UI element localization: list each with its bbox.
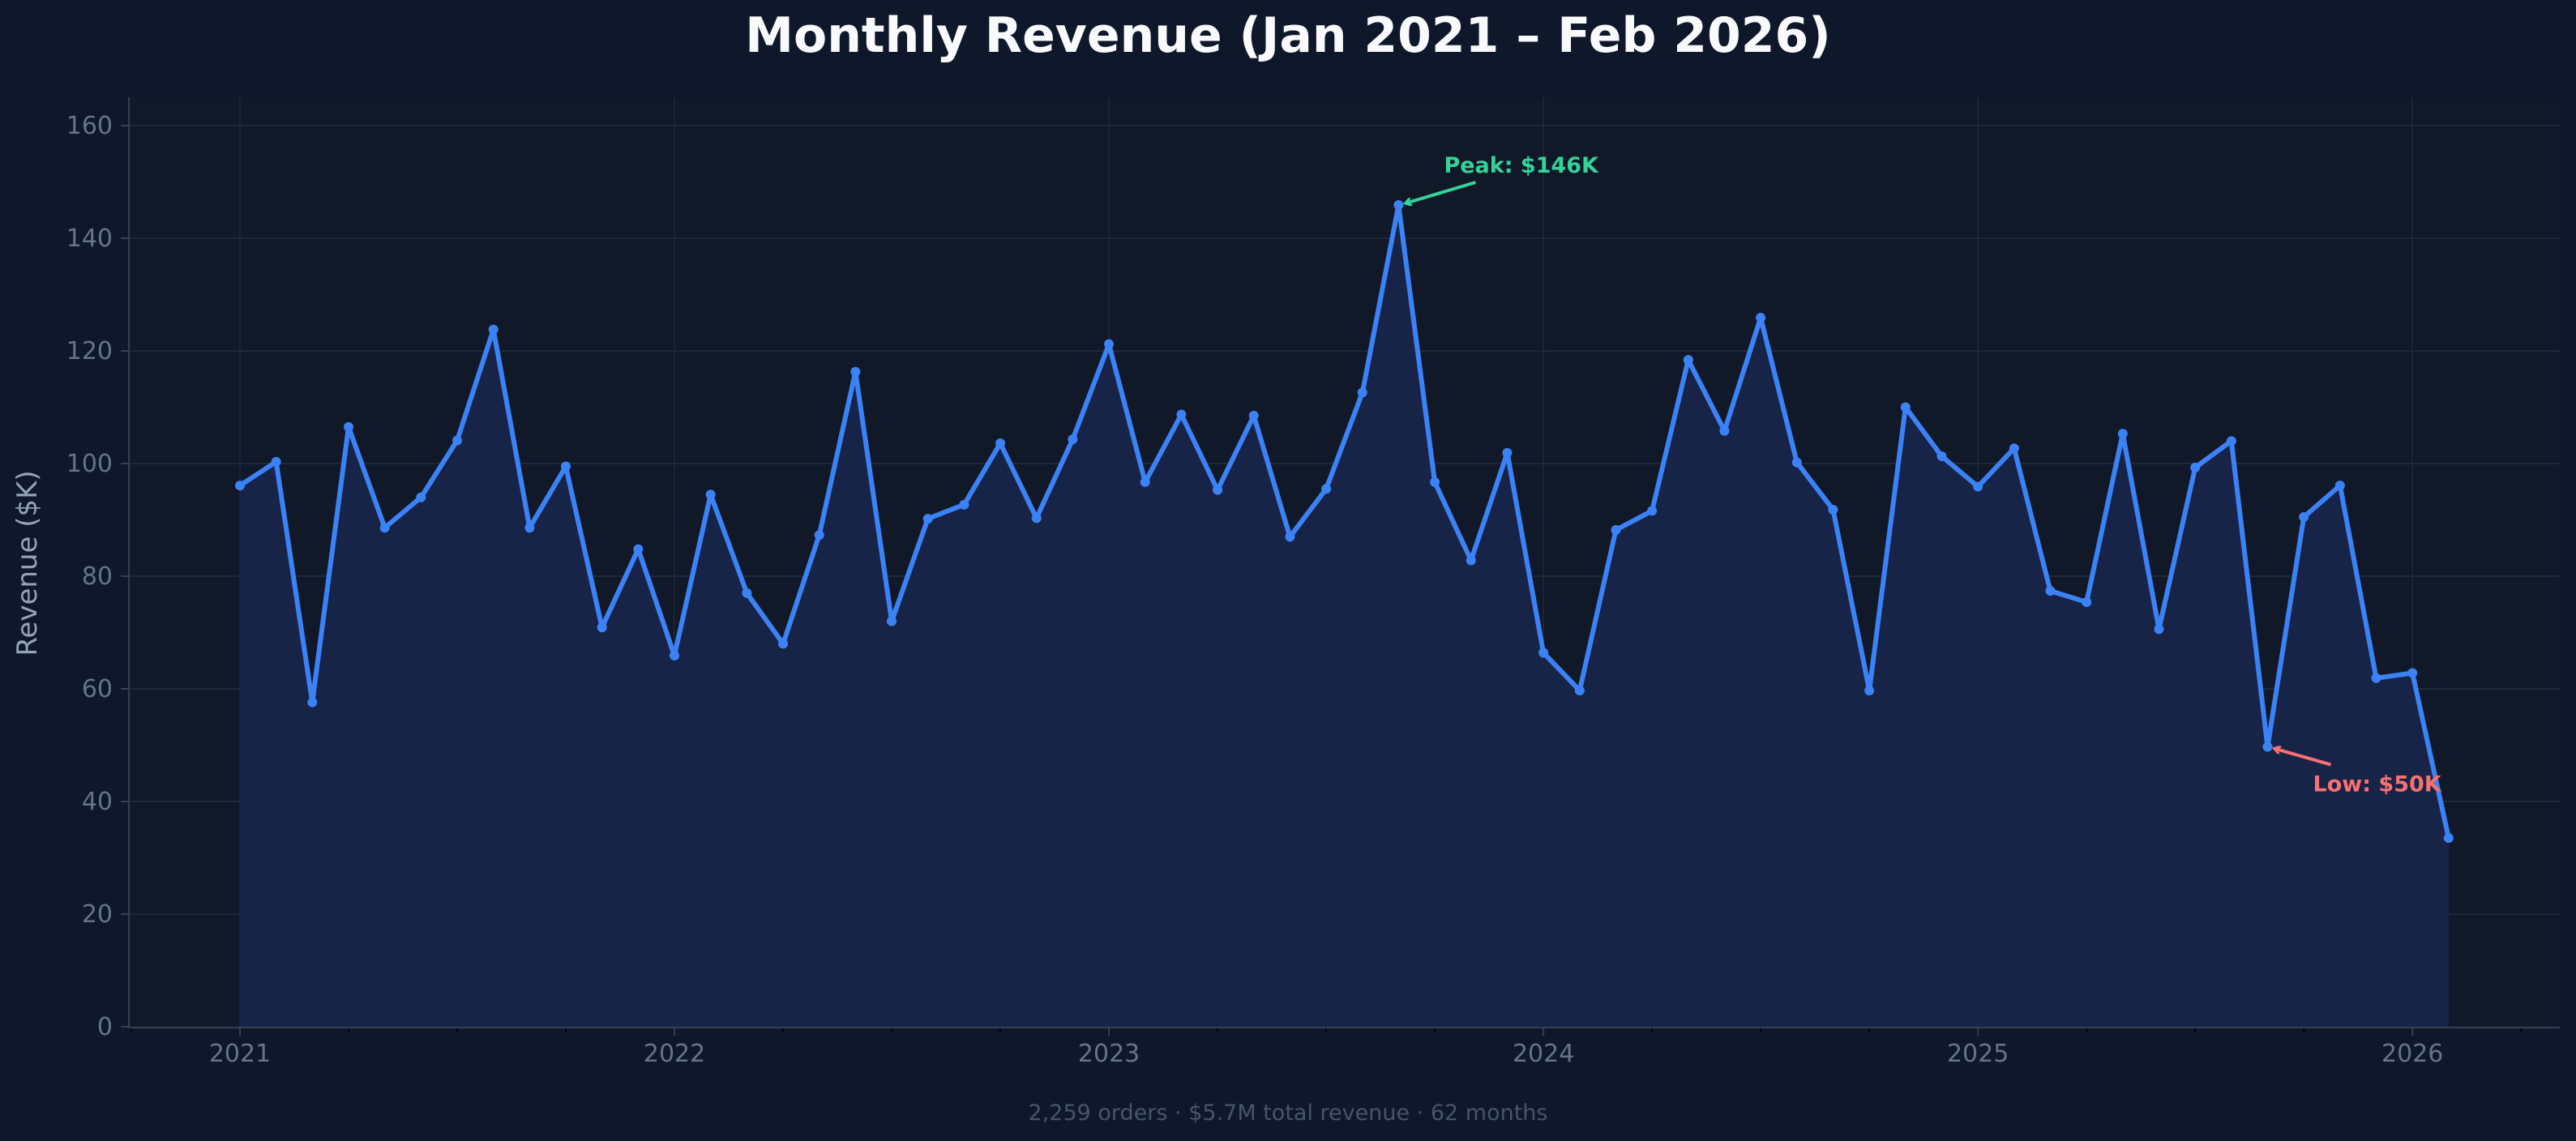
data-point — [344, 421, 354, 432]
data-point — [1213, 485, 1223, 495]
data-point — [2407, 668, 2418, 678]
data-point — [1647, 506, 1658, 516]
data-point — [2443, 833, 2454, 844]
data-point — [524, 523, 535, 533]
data-point — [705, 489, 716, 500]
y-axis-label: Revenue ($K) — [11, 470, 44, 656]
data-point — [1502, 447, 1513, 458]
y-tick-label: 20 — [82, 900, 113, 929]
axes: 0 20 40 60 80 100 120 140 160 2021 2022 2023 2024 202… — [66, 97, 2560, 1068]
data-point — [561, 461, 571, 472]
data-point — [1574, 686, 1585, 696]
data-point — [416, 492, 426, 502]
data-point — [995, 438, 1006, 448]
annotations: Peak: $146K Low: $50K — [1405, 153, 2442, 797]
data-point — [633, 544, 644, 554]
y-tick-label: 140 — [66, 224, 113, 253]
data-point — [1719, 425, 1730, 436]
data-point — [1791, 457, 1802, 468]
data-point — [271, 456, 281, 467]
y-tick-label: 0 — [97, 1013, 113, 1041]
y-tick-label: 80 — [82, 562, 113, 591]
data-point — [922, 514, 933, 524]
data-point — [1285, 532, 1295, 542]
data-point — [1973, 481, 1983, 492]
data-point — [1430, 476, 1440, 487]
data-point — [235, 481, 245, 491]
y-tick-label: 40 — [82, 788, 113, 816]
y-tick-label: 100 — [66, 450, 113, 478]
data-point — [597, 622, 607, 633]
data-point — [814, 530, 824, 541]
data-point — [1357, 387, 1367, 398]
peak-annotation: Peak: $146K — [1444, 153, 1599, 178]
data-point — [1611, 525, 1621, 536]
data-point-markers — [235, 199, 2454, 844]
data-point — [2117, 429, 2128, 439]
low-arrow-icon — [2274, 749, 2332, 767]
data-point — [1068, 434, 1078, 445]
x-tick-label: 2024 — [1513, 1040, 1574, 1068]
data-point — [1683, 355, 1693, 365]
data-point — [742, 588, 752, 598]
x-tick-label: 2023 — [1078, 1040, 1140, 1068]
revenue-line — [238, 203, 2451, 839]
y-tick-label: 160 — [66, 112, 113, 140]
y-tick-label: 120 — [66, 337, 113, 365]
data-point — [379, 523, 390, 533]
y-tick-label: 60 — [82, 675, 113, 703]
data-point — [2226, 436, 2236, 447]
data-point — [2009, 443, 2019, 454]
revenue-area-fill — [240, 205, 2449, 1027]
data-point — [2045, 586, 2056, 596]
data-point — [1104, 339, 1115, 349]
data-point — [2371, 673, 2381, 683]
x-tick-label: 2026 — [2381, 1040, 2443, 1068]
data-point — [778, 639, 789, 649]
data-point — [1393, 199, 1404, 210]
chart-title: Monthly Revenue (Jan 2021 – Feb 2026) — [745, 7, 1830, 64]
data-point — [1248, 410, 1259, 421]
data-point — [452, 435, 463, 446]
data-point — [670, 650, 680, 660]
data-point — [850, 366, 861, 377]
data-point — [1321, 484, 1332, 494]
peak-arrow-icon — [1405, 181, 1477, 203]
data-point — [1936, 451, 1947, 461]
data-point — [1756, 312, 1766, 323]
data-point — [488, 324, 499, 335]
data-point — [959, 499, 969, 510]
data-point — [1140, 476, 1150, 487]
data-point — [307, 697, 318, 707]
data-point — [2154, 624, 2164, 635]
data-point — [2334, 481, 2345, 491]
data-point — [1031, 513, 1042, 523]
data-point — [887, 616, 897, 626]
data-point — [1176, 409, 1187, 420]
gridlines — [129, 97, 2560, 1028]
data-point — [1828, 504, 1838, 515]
data-point — [1900, 402, 1911, 412]
low-annotation: Low: $50K — [2313, 772, 2442, 797]
data-point — [2082, 596, 2092, 607]
data-point — [2190, 462, 2201, 472]
x-tick-label: 2025 — [1947, 1040, 2009, 1068]
data-point — [2299, 512, 2309, 523]
data-point — [2262, 741, 2273, 752]
x-tick-label: 2022 — [644, 1040, 705, 1068]
data-point — [1466, 555, 1476, 566]
x-tick-label: 2021 — [209, 1040, 271, 1068]
data-point — [1538, 647, 1549, 658]
summary-footer: 2,259 orders · $5.7M total revenue · 62 … — [1029, 1100, 1548, 1126]
data-point — [1864, 686, 1875, 696]
